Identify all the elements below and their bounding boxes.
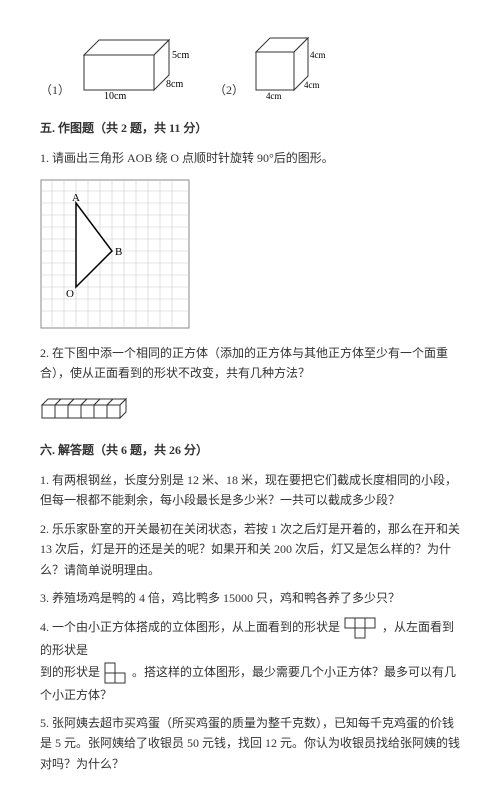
cube-row-svg — [40, 392, 150, 422]
section-5-q2: 2. 在下图中添一个相同的正方体（添加的正方体与其他正方体至少有一个面重合），使… — [40, 343, 460, 384]
cube-svg: 4cm 4cm 4cm — [248, 30, 333, 100]
section-6-q4: 4. 一个由小正方体搭成的立体图形，从上面看到的形状是 ，从左面看到的形状是 到… — [40, 616, 460, 705]
section-6-q3: 3. 养殖场鸡是鸭的 4 倍，鸡比鸭多 15000 只，鸡和鸭各养了多少只？ — [40, 588, 460, 608]
q4-text-b2: 到的形状是 — [40, 664, 100, 678]
figure-1: （1） 5cm 8cm 10cm — [40, 30, 194, 100]
section-6-q5: 5. 张阿姨去超市买鸡蛋（所买鸡蛋的质量为整千克数），已知每千克鸡蛋的价钱是 5… — [40, 713, 460, 774]
cuboid-svg: 5cm 8cm 10cm — [74, 30, 194, 100]
dim-w: 10cm — [104, 91, 126, 100]
vertex-b: B — [115, 246, 122, 258]
section-6-q2: 2. 乐乐家卧室的开关最初在关闭状态，若按 1 次之后灯是开着的，那么在开和关 … — [40, 519, 460, 580]
section-5-q1: 1. 请画出三角形 AOB 绕 O 点顺时针旋转 90°后的图形。 — [40, 148, 460, 168]
dim-h: 5cm — [172, 50, 189, 61]
figure-row: （1） 5cm 8cm 10cm （2） 4cm 4cm 4cm — [40, 30, 460, 100]
section-6-title: 六. 解答题（共 6 题，共 26 分） — [40, 440, 460, 460]
figure-2: （2） 4cm 4cm 4cm — [214, 30, 333, 100]
cube-dim-h: 4cm — [310, 50, 326, 60]
figure-2-label: （2） — [214, 80, 244, 100]
triangle-grid-svg: A B O — [40, 179, 190, 329]
vertex-a: A — [72, 192, 80, 204]
cube-dim-w: 4cm — [266, 91, 282, 100]
top-view-icon — [343, 616, 379, 640]
section-5-title: 五. 作图题（共 2 题，共 11 分） — [40, 118, 460, 138]
vertex-o: O — [66, 288, 74, 300]
figure-1-label: （1） — [40, 80, 70, 100]
section-6-q1: 1. 有两根钢丝，长度分别是 12 米、18 米，现在要把它们截成长度相同的小段… — [40, 470, 460, 511]
q4-text-a: 4. 一个由小正方体搭成的立体图形，从上面看到的形状是 — [40, 620, 340, 634]
left-view-icon — [103, 661, 129, 685]
dim-d: 8cm — [166, 79, 183, 90]
cube-dim-d: 4cm — [304, 80, 320, 90]
